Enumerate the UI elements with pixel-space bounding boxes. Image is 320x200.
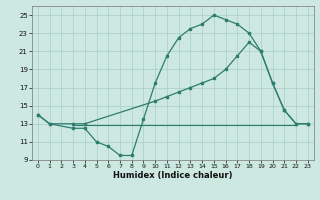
X-axis label: Humidex (Indice chaleur): Humidex (Indice chaleur) (113, 171, 233, 180)
